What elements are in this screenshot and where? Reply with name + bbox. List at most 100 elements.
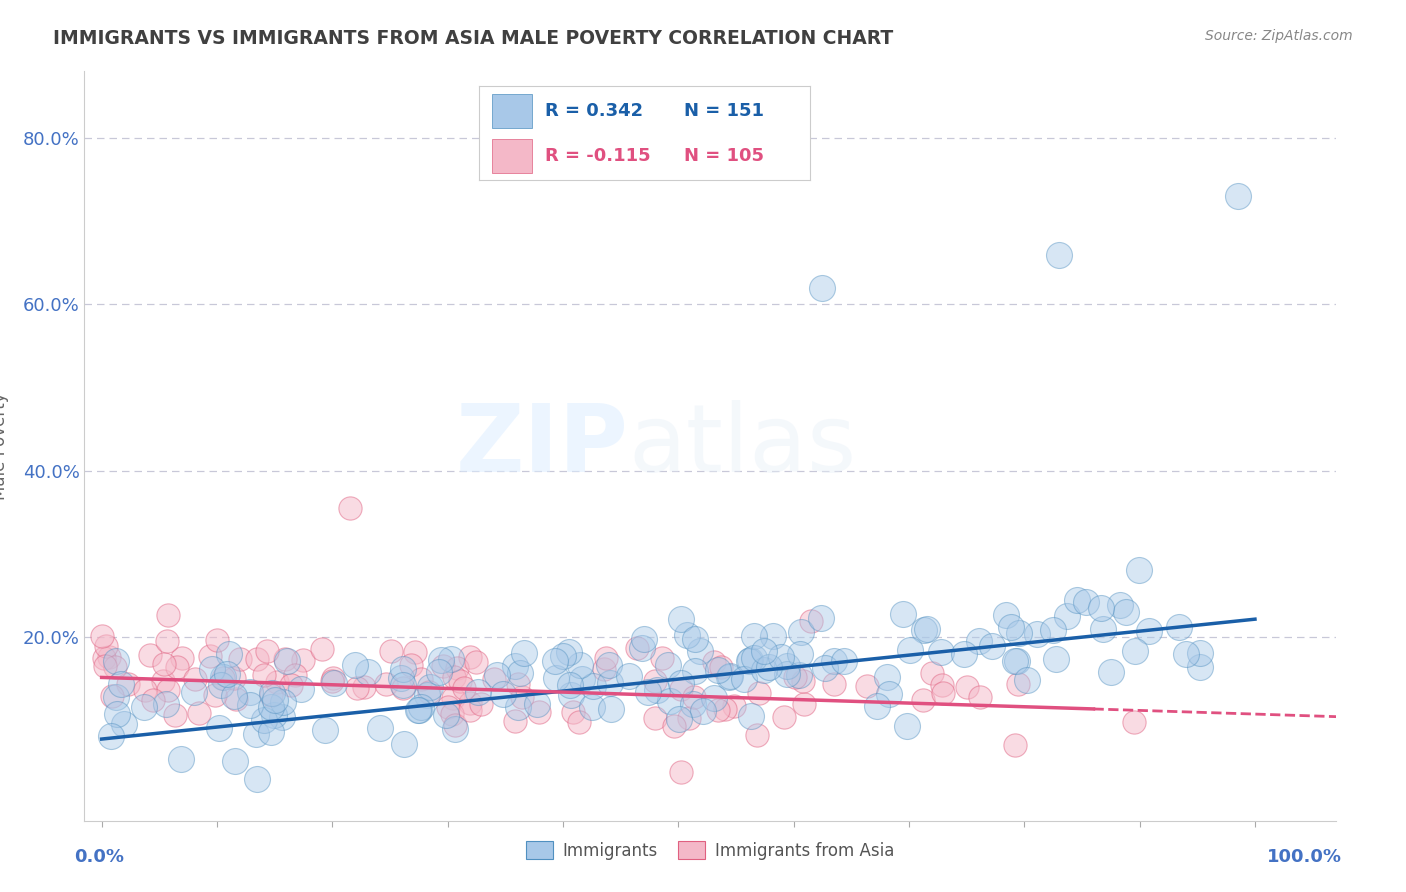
Point: [994, 607, 1017, 622]
Point: [513, 646, 536, 660]
Point: [1007, 654, 1029, 668]
Point: [714, 702, 737, 716]
Point: [508, 677, 530, 691]
Point: [1026, 627, 1049, 641]
Point: [683, 665, 706, 679]
Point: [1099, 665, 1122, 680]
Point: [599, 676, 621, 690]
Point: [776, 659, 799, 673]
Point: [344, 657, 367, 672]
Point: [1042, 623, 1064, 637]
Point: [931, 686, 953, 700]
Point: [866, 698, 889, 713]
Point: [1188, 659, 1211, 673]
Point: [142, 693, 165, 707]
Point: [406, 703, 429, 717]
Point: [209, 678, 232, 692]
Point: [526, 697, 548, 711]
Point: [671, 676, 693, 690]
Point: [683, 632, 706, 646]
Point: [93, 651, 115, 665]
Point: [224, 754, 246, 768]
Point: [239, 684, 262, 698]
Point: [218, 647, 240, 661]
Point: [911, 693, 934, 707]
Point: [163, 708, 186, 723]
Point: [117, 677, 139, 691]
Point: [104, 654, 127, 668]
Point: [810, 611, 832, 625]
Point: [156, 633, 179, 648]
Point: [956, 680, 979, 694]
Point: [492, 687, 515, 701]
Point: [260, 725, 283, 739]
Point: [1175, 648, 1198, 662]
Point: [368, 721, 391, 735]
Point: [134, 683, 156, 698]
Point: [389, 671, 412, 685]
Point: [280, 677, 302, 691]
Point: [1004, 738, 1026, 752]
Point: [503, 659, 526, 673]
Point: [284, 668, 307, 682]
Point: [776, 667, 799, 681]
Point: [110, 676, 132, 690]
Point: [510, 690, 533, 705]
Point: [170, 752, 193, 766]
Y-axis label: Male Poverty: Male Poverty: [0, 392, 8, 500]
Point: [215, 667, 238, 681]
Point: [742, 628, 765, 642]
Point: [1000, 620, 1022, 634]
Point: [464, 655, 486, 669]
Point: [706, 664, 728, 678]
Point: [678, 710, 700, 724]
Point: [418, 685, 440, 699]
Point: [1007, 625, 1029, 640]
Point: [1189, 646, 1212, 660]
Point: [669, 681, 692, 696]
Point: [770, 649, 793, 664]
Point: [239, 698, 262, 713]
Point: [581, 700, 603, 714]
Point: [546, 671, 568, 685]
Point: [392, 738, 415, 752]
Point: [97, 649, 120, 664]
Point: [357, 665, 380, 679]
Point: [434, 707, 457, 722]
Point: [669, 611, 692, 625]
Point: [432, 658, 454, 673]
Point: [626, 640, 648, 655]
Point: [208, 721, 231, 735]
Point: [969, 690, 991, 704]
Point: [710, 660, 733, 674]
Point: [157, 683, 180, 698]
Point: [152, 674, 174, 689]
Point: [651, 651, 673, 665]
Text: 0.0%: 0.0%: [75, 848, 124, 866]
Point: [153, 657, 176, 671]
Point: [595, 651, 617, 665]
Point: [787, 668, 810, 682]
Point: [921, 665, 943, 680]
Point: [568, 714, 591, 729]
Point: [404, 645, 426, 659]
Point: [1092, 622, 1115, 636]
Point: [617, 669, 640, 683]
Point: [273, 695, 295, 709]
Point: [166, 660, 188, 674]
Point: [558, 678, 581, 692]
Point: [508, 699, 530, 714]
Point: [322, 671, 344, 685]
Point: [264, 693, 287, 707]
Point: [458, 703, 481, 717]
Point: [225, 691, 247, 706]
Point: [1090, 601, 1112, 615]
Point: [437, 700, 460, 714]
Point: [1074, 594, 1097, 608]
Point: [668, 712, 690, 726]
Point: [953, 647, 976, 661]
Point: [256, 644, 278, 658]
Point: [800, 614, 823, 628]
Point: [391, 662, 413, 676]
Point: [100, 729, 122, 743]
